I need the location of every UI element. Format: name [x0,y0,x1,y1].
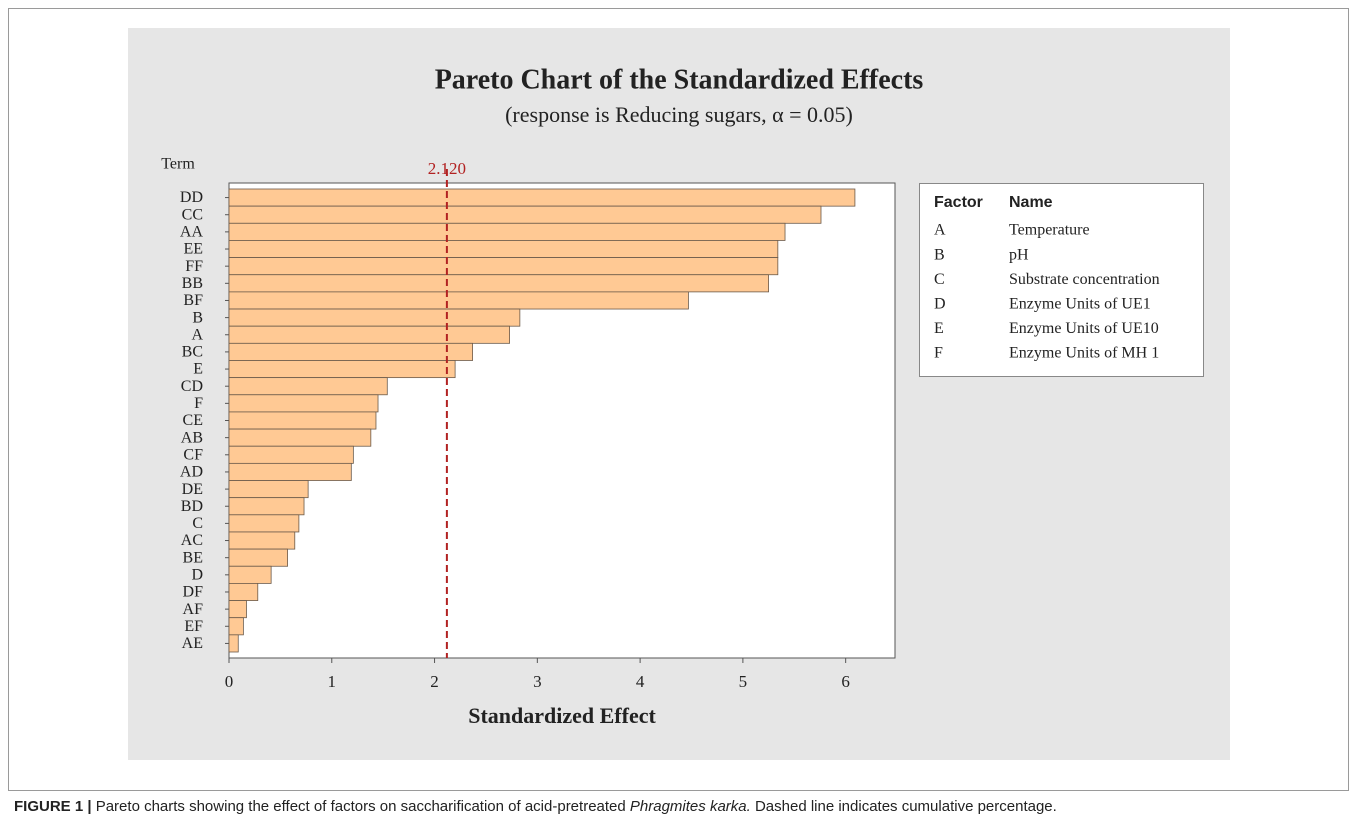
y-tick-label: EE [183,241,203,258]
y-tick-label: AD [180,464,203,481]
legend-cell: B [934,246,945,263]
caption-text: Pareto charts showing the effect of fact… [91,798,630,815]
y-tick-label: FF [185,258,203,275]
y-tick-label: BC [182,344,203,361]
y-tick-label: A [191,326,203,343]
y-tick-label: BB [182,275,203,292]
reference-label: 2.120 [428,159,466,178]
y-tick-label: CC [182,206,203,223]
bar [228,480,309,499]
bar [228,325,510,344]
x-tick-label: 6 [841,672,850,691]
bar [228,531,296,550]
y-tick-label: DF [183,584,204,601]
y-tick-label: F [194,395,203,412]
legend-cell: Enzyme Units of UE1 [1009,295,1151,312]
bar [228,205,822,224]
bar [228,583,259,601]
x-tick-label: 1 [328,672,337,691]
bar [228,565,272,584]
legend-cell: E [934,320,944,337]
y-tick-label: AC [181,532,203,549]
legend-box [919,183,1204,377]
y-tick-label: AF [183,601,204,618]
legend-cell: Enzyme Units of MH 1 [1009,345,1159,362]
y-tick-label: E [193,361,203,378]
x-tick-label: 0 [225,672,234,691]
caption-italic: Phragmites karka. [629,798,751,815]
bar [228,240,779,258]
y-tick-label: AB [181,429,203,446]
y-tick-label: CE [183,412,203,429]
y-tick-label: DE [182,481,203,498]
x-tick-label: 3 [533,672,542,691]
bar [228,411,377,430]
legend-cell: Enzyme Units of UE10 [1009,320,1159,337]
bar [228,222,786,241]
legend-cell: C [934,271,945,288]
legend-cell: Temperature [1009,222,1090,239]
legend-header: Name [1009,194,1053,211]
y-tick-label: CF [183,446,203,463]
y-tick-label: BF [183,292,203,309]
bar [228,445,354,464]
bar [228,257,779,276]
bar [228,548,288,567]
y-tick-label: CD [181,378,203,395]
y-tick-label: BE [183,549,203,566]
bar [228,600,247,619]
bar [228,188,856,207]
x-tick-label: 4 [636,672,645,691]
x-tick-label: 2 [430,672,439,691]
bar [228,360,456,379]
legend-cell: A [934,222,946,239]
y-tick-label: AE [182,635,203,652]
bar [228,617,244,636]
chart-subtitle: (response is Reducing sugars, α = 0.05) [505,102,853,127]
caption-label: FIGURE 1 | [14,798,92,815]
bar [228,274,769,293]
y-axis-label: Term [161,156,195,173]
x-tick-label: 5 [739,672,748,691]
bar [228,377,388,396]
y-tick-label: BD [181,498,203,515]
legend-cell: F [934,345,943,362]
bar [228,497,305,516]
bar [228,394,379,413]
bar [228,462,352,481]
caption-text: Dashed line indicates cumulative percent… [750,798,1057,815]
caption: FIGURE 1 | Pareto charts showing the eff… [14,798,1344,815]
y-tick-label: D [191,567,203,584]
bar [228,634,239,653]
legend-cell: D [934,295,946,312]
bar [228,428,372,447]
y-tick-label: EF [184,618,203,635]
bar [228,308,521,327]
y-tick-label: B [192,309,203,326]
legend-cell: pH [1009,246,1029,263]
legend-cell: Substrate concentration [1009,271,1160,288]
x-axis-label: Standardized Effect [468,703,656,728]
chart-title: Pareto Chart of the Standardized Effects [435,64,924,95]
bar [228,291,689,310]
legend-header: Factor [934,194,983,211]
y-tick-label: AA [180,224,204,241]
y-tick-label: C [192,515,203,532]
y-tick-label: DD [180,189,203,206]
bar [228,514,300,533]
bar [228,342,473,361]
